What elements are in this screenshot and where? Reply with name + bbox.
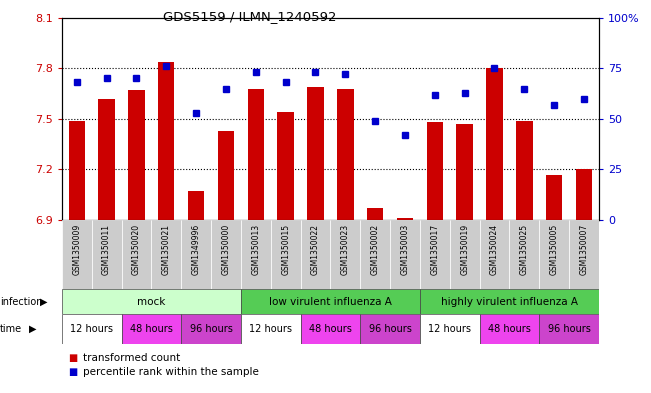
Bar (546, 174, 562, 220)
Bar (122, 314, 181, 344)
Text: GSM1350000: GSM1350000 (221, 224, 230, 275)
Bar (241, 220, 271, 289)
Bar (480, 314, 539, 344)
Bar (486, 68, 503, 220)
Bar (390, 220, 420, 289)
Text: GSM1350021: GSM1350021 (162, 224, 171, 275)
Bar (271, 220, 301, 289)
Bar (158, 62, 174, 220)
Bar (539, 314, 599, 344)
Bar (92, 220, 122, 289)
Bar (396, 219, 413, 220)
Bar (360, 220, 390, 289)
Bar (247, 88, 264, 220)
Text: highly virulent influenza A: highly virulent influenza A (441, 297, 578, 307)
Bar (301, 314, 360, 344)
Text: GSM1350015: GSM1350015 (281, 224, 290, 275)
Bar (367, 208, 383, 220)
Text: ▶: ▶ (29, 324, 37, 334)
Bar (241, 289, 420, 314)
Bar (62, 220, 92, 289)
Text: 96 hours: 96 hours (189, 324, 232, 334)
Text: percentile rank within the sample: percentile rank within the sample (83, 367, 258, 377)
Bar (211, 220, 241, 289)
Text: GSM1350025: GSM1350025 (520, 224, 529, 275)
Bar (68, 121, 85, 220)
Text: GSM1350024: GSM1350024 (490, 224, 499, 275)
Bar (181, 314, 241, 344)
Text: 96 hours: 96 hours (368, 324, 411, 334)
Text: 48 hours: 48 hours (488, 324, 531, 334)
Bar (539, 220, 569, 289)
Text: GSM1350011: GSM1350011 (102, 224, 111, 275)
Text: GSM1350005: GSM1350005 (549, 224, 559, 275)
Bar (188, 191, 204, 220)
Bar (62, 314, 122, 344)
Text: GSM1350022: GSM1350022 (311, 224, 320, 275)
Text: GSM1350017: GSM1350017 (430, 224, 439, 275)
Bar (510, 220, 539, 289)
Text: infection: infection (0, 297, 42, 307)
Text: GSM1349996: GSM1349996 (191, 224, 201, 275)
Text: GSM1350023: GSM1350023 (341, 224, 350, 275)
Bar (307, 87, 324, 220)
Text: mock: mock (137, 297, 165, 307)
Bar (569, 220, 599, 289)
Bar (420, 289, 599, 314)
Text: 96 hours: 96 hours (547, 324, 590, 334)
Text: ■: ■ (68, 367, 77, 377)
Bar (426, 122, 443, 220)
Text: GSM1350013: GSM1350013 (251, 224, 260, 275)
Bar (330, 220, 360, 289)
Text: 12 hours: 12 hours (428, 324, 471, 334)
Bar (128, 90, 145, 220)
Text: GSM1350009: GSM1350009 (72, 224, 81, 275)
Text: GSM1350019: GSM1350019 (460, 224, 469, 275)
Bar (217, 131, 234, 220)
Text: 12 hours: 12 hours (249, 324, 292, 334)
Bar (122, 220, 151, 289)
Text: 12 hours: 12 hours (70, 324, 113, 334)
Bar (241, 314, 301, 344)
Bar (98, 99, 115, 220)
Text: 48 hours: 48 hours (309, 324, 352, 334)
Text: GSM1350020: GSM1350020 (132, 224, 141, 275)
Bar (480, 220, 510, 289)
Text: time: time (0, 324, 22, 334)
Bar (277, 112, 294, 220)
Text: ■: ■ (68, 353, 77, 363)
Bar (516, 121, 533, 220)
Bar (151, 220, 181, 289)
Text: 48 hours: 48 hours (130, 324, 173, 334)
Bar (420, 220, 450, 289)
Bar (456, 124, 473, 220)
Bar (337, 88, 353, 220)
Bar (301, 220, 330, 289)
Bar (62, 289, 241, 314)
Text: GSM1350002: GSM1350002 (370, 224, 380, 275)
Bar (360, 314, 420, 344)
Text: GSM1350007: GSM1350007 (579, 224, 589, 275)
Text: low virulent influenza A: low virulent influenza A (269, 297, 392, 307)
Text: GSM1350003: GSM1350003 (400, 224, 409, 275)
Bar (450, 220, 480, 289)
Bar (181, 220, 211, 289)
Bar (575, 169, 592, 220)
Text: GDS5159 / ILMN_1240592: GDS5159 / ILMN_1240592 (163, 10, 337, 23)
Text: ▶: ▶ (40, 297, 48, 307)
Text: transformed count: transformed count (83, 353, 180, 363)
Bar (420, 314, 480, 344)
